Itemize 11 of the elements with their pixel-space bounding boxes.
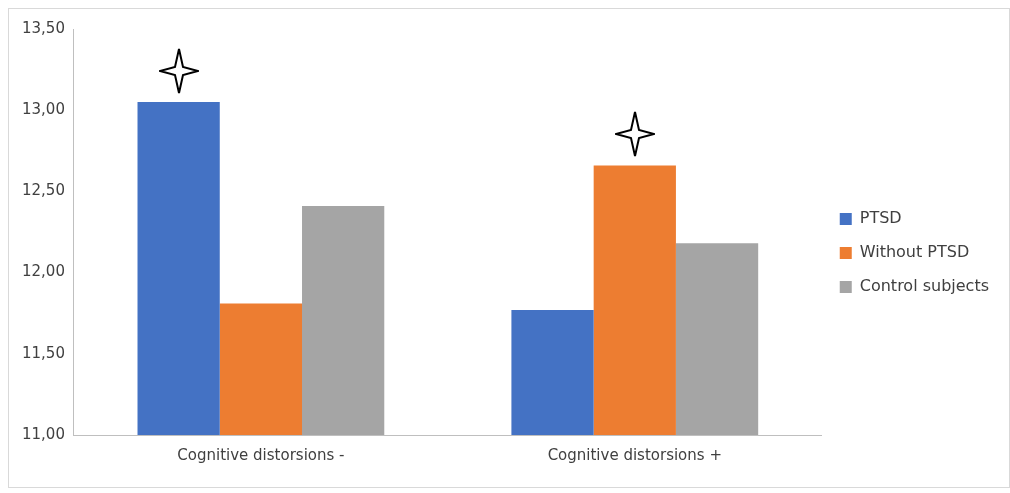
- legend-label: Without PTSD: [859, 242, 970, 262]
- legend-label: Control subjects: [859, 276, 989, 296]
- legend-label: PTSD: [859, 208, 902, 228]
- y-tick-label: 13,50: [21, 18, 65, 37]
- x-tick-label: Cognitive distorsions -: [177, 445, 345, 464]
- y-tick-label: 11,50: [21, 343, 65, 362]
- y-tick-label: 12,00: [21, 262, 65, 281]
- y-tick-label: 13,00: [21, 100, 65, 119]
- x-tick-label: Cognitive distorsions +: [547, 445, 722, 464]
- y-tick-label: 12,50: [21, 181, 65, 200]
- y-tick-label: 11,00: [21, 424, 65, 443]
